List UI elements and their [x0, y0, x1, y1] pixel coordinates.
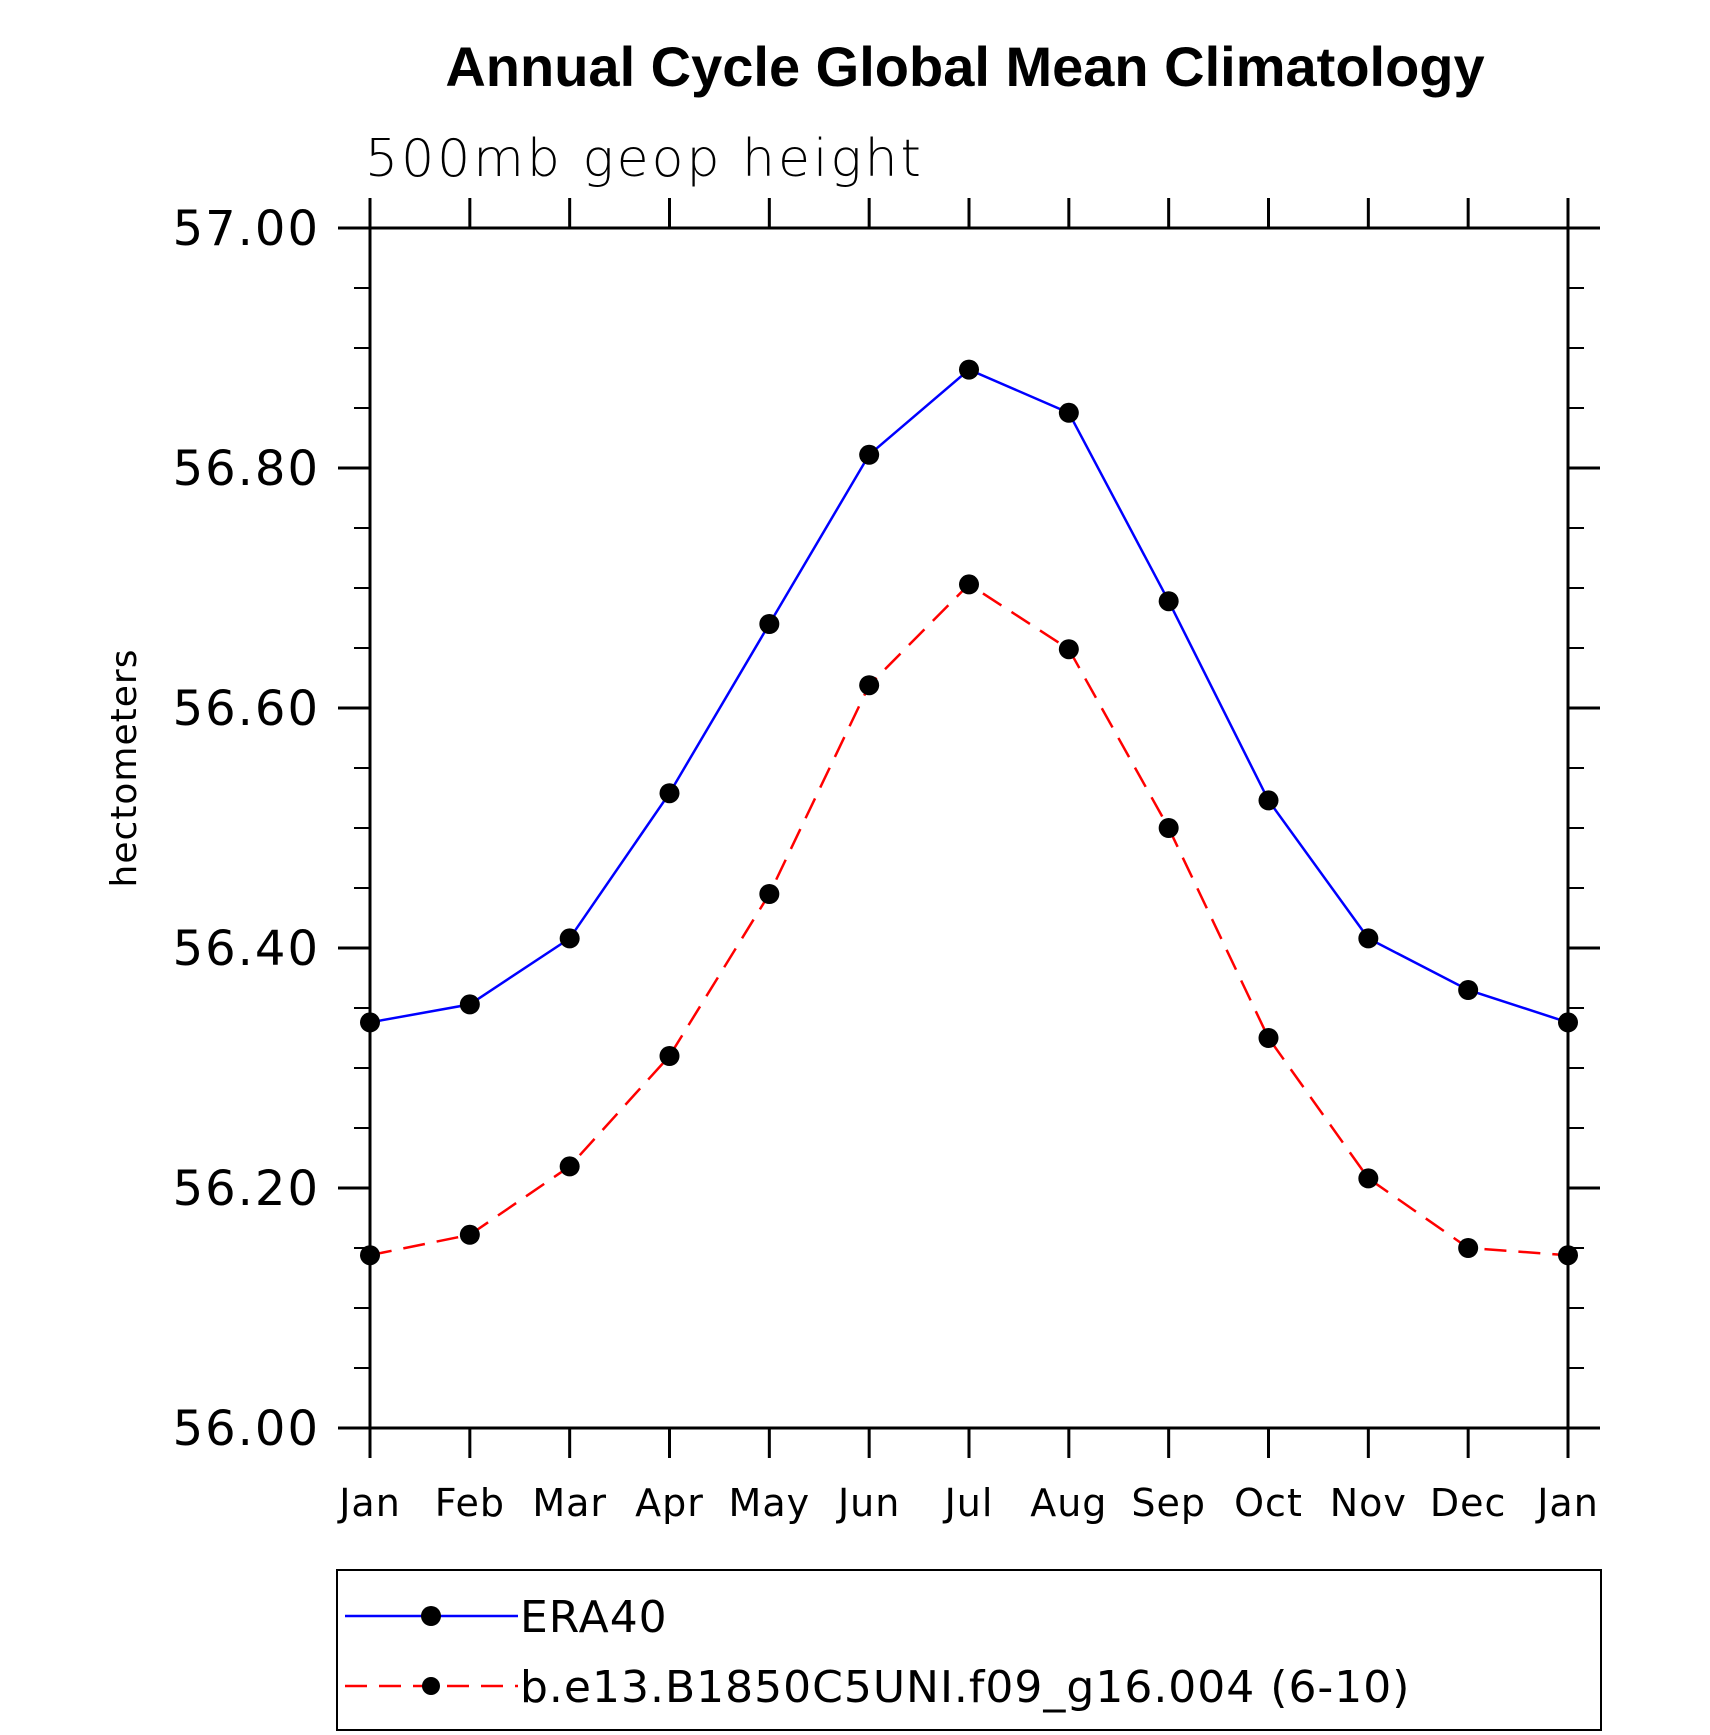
data-point	[1058, 639, 1079, 660]
x-tick-label: Jan	[1535, 1481, 1599, 1525]
data-point	[659, 783, 680, 804]
y-axis-label: hectometers	[104, 649, 145, 888]
series-line	[369, 368, 1569, 1024]
data-point	[360, 1245, 380, 1266]
data-point	[959, 359, 979, 380]
data-point	[1158, 818, 1179, 838]
data-point	[459, 1224, 480, 1245]
data-point	[1358, 928, 1379, 949]
data-point	[1258, 790, 1279, 811]
x-tick-label: Jan	[337, 1481, 401, 1525]
data-point	[959, 574, 979, 595]
data-point	[759, 614, 780, 634]
legend: ERA40 b.e13.B1850C5UNI.f09_g16.004 (6-10)	[336, 1569, 1602, 1731]
y-tick-label: 57.00	[173, 201, 320, 257]
data-point	[1558, 1012, 1578, 1033]
plot-frame	[368, 226, 1570, 1430]
x-tick-label: Jul	[943, 1481, 994, 1525]
series-1	[360, 574, 1578, 1266]
legend-marker-1	[422, 1677, 440, 1695]
chart-title: Annual Cycle Global Mean Climatology	[445, 35, 1484, 98]
chart-subtitle: 500mb geop height	[365, 129, 924, 189]
data-point	[459, 994, 480, 1015]
x-tick-label: Feb	[435, 1481, 505, 1525]
x-tick-label: Sep	[1131, 1481, 1206, 1525]
data-point	[1058, 402, 1079, 423]
data-point	[1258, 1028, 1279, 1048]
series-layer	[360, 359, 1578, 1266]
data-point	[559, 1156, 580, 1177]
data-point	[859, 675, 880, 696]
axes: 56.00 56.20 56.40 56.60 56.80 57.00 Jan Feb Mar A…	[173, 198, 1600, 1525]
legend-label-0: ERA40	[520, 1592, 668, 1643]
x-tick-label: Jun	[836, 1481, 900, 1525]
data-point	[659, 1046, 680, 1066]
data-point	[1158, 591, 1179, 612]
y-tick-label: 56.20	[173, 1161, 320, 1217]
x-tick-label: Nov	[1330, 1481, 1407, 1525]
legend-box	[336, 1569, 1602, 1731]
x-tick-label: Apr	[635, 1481, 704, 1525]
data-point	[1458, 980, 1479, 1000]
series-line	[369, 582, 1569, 1257]
legend-label-1: b.e13.B1850C5UNI.f09_g16.004 (6-10)	[520, 1662, 1410, 1713]
x-tick-label: May	[729, 1481, 811, 1525]
data-point	[360, 1012, 380, 1033]
x-tick-label: Mar	[532, 1481, 607, 1525]
data-point	[1558, 1245, 1578, 1266]
data-point	[1458, 1238, 1479, 1258]
y-tick-label: 56.60	[173, 681, 320, 737]
data-point	[859, 444, 880, 465]
data-point	[759, 884, 780, 904]
y-tick-label: 56.40	[173, 921, 320, 977]
y-tick-label: 56.00	[173, 1401, 320, 1457]
legend-marker-0	[421, 1606, 441, 1626]
x-tick-label: Aug	[1030, 1481, 1107, 1525]
x-tick-label: Oct	[1234, 1481, 1303, 1525]
x-tick-label: Dec	[1430, 1481, 1507, 1525]
data-point	[1358, 1168, 1379, 1189]
data-point	[559, 928, 580, 949]
y-tick-label: 56.80	[173, 441, 320, 497]
series-0	[360, 359, 1578, 1033]
